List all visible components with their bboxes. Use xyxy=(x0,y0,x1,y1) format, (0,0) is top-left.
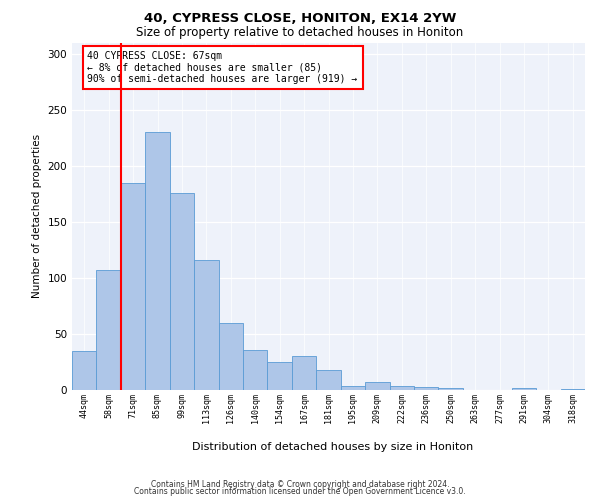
Bar xyxy=(218,322,243,390)
Bar xyxy=(72,351,97,390)
Y-axis label: Number of detached properties: Number of detached properties xyxy=(32,134,42,298)
Text: Contains HM Land Registry data © Crown copyright and database right 2024.: Contains HM Land Registry data © Crown c… xyxy=(151,480,449,489)
Bar xyxy=(243,350,268,390)
Bar xyxy=(292,356,316,390)
Bar xyxy=(341,386,365,390)
Bar xyxy=(97,270,121,390)
Bar xyxy=(316,370,341,390)
Bar xyxy=(365,382,389,390)
Text: 40 CYPRESS CLOSE: 67sqm
← 8% of detached houses are smaller (85)
90% of semi-det: 40 CYPRESS CLOSE: 67sqm ← 8% of detached… xyxy=(88,51,358,84)
Bar xyxy=(560,389,585,390)
Text: Contains public sector information licensed under the Open Government Licence v3: Contains public sector information licen… xyxy=(134,487,466,496)
Bar xyxy=(194,260,218,390)
Text: 40, CYPRESS CLOSE, HONITON, EX14 2YW: 40, CYPRESS CLOSE, HONITON, EX14 2YW xyxy=(144,12,456,26)
Bar xyxy=(268,362,292,390)
Bar xyxy=(414,386,439,390)
Text: Size of property relative to detached houses in Honiton: Size of property relative to detached ho… xyxy=(136,26,464,39)
Bar xyxy=(389,386,414,390)
Text: Distribution of detached houses by size in Honiton: Distribution of detached houses by size … xyxy=(193,442,473,452)
Bar xyxy=(512,388,536,390)
Bar xyxy=(145,132,170,390)
Bar xyxy=(439,388,463,390)
Bar xyxy=(170,192,194,390)
Bar xyxy=(121,182,145,390)
